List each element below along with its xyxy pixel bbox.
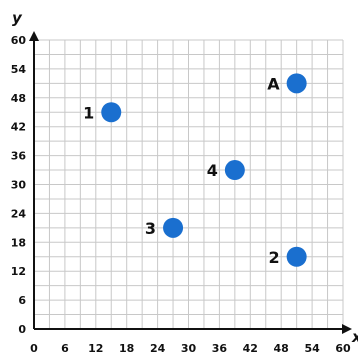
y-tick-label: 42 bbox=[11, 121, 26, 134]
x-tick-label: 0 bbox=[30, 342, 38, 355]
x-tick-label: 48 bbox=[274, 342, 289, 355]
y-tick-label: 18 bbox=[11, 236, 26, 249]
point-label: 4 bbox=[207, 161, 218, 180]
data-points: A 1 4 3 2 bbox=[83, 73, 307, 267]
data-point bbox=[286, 246, 307, 267]
y-tick-label: 60 bbox=[11, 34, 27, 47]
y-tick-label: 6 bbox=[18, 294, 26, 307]
y-tick-label: 24 bbox=[11, 207, 27, 220]
x-tick-label: 36 bbox=[212, 342, 228, 355]
y-tick-label: 12 bbox=[11, 265, 26, 278]
y-axis-title: y bbox=[12, 9, 23, 27]
y-tick-label: 54 bbox=[11, 63, 27, 76]
x-tick-label: 54 bbox=[304, 342, 320, 355]
data-point bbox=[286, 73, 307, 94]
point-label: 3 bbox=[145, 219, 156, 238]
y-tick-label: 36 bbox=[11, 150, 27, 163]
x-tick-label: 18 bbox=[119, 342, 134, 355]
data-point bbox=[163, 217, 184, 238]
point-label: 2 bbox=[269, 248, 280, 267]
x-tick-label: 30 bbox=[181, 342, 197, 355]
axes: y x bbox=[12, 9, 358, 346]
x-axis-title: x bbox=[351, 328, 358, 346]
y-tick-label: 0 bbox=[18, 323, 26, 336]
data-point bbox=[101, 102, 122, 123]
y-tick-label: 30 bbox=[11, 179, 27, 192]
x-axis-arrow bbox=[342, 324, 352, 334]
x-tick-label: 12 bbox=[88, 342, 103, 355]
point-label: 1 bbox=[83, 103, 94, 122]
x-tick-label: 24 bbox=[150, 342, 166, 355]
x-tick-label: 60 bbox=[335, 342, 351, 355]
point-label: A bbox=[267, 74, 280, 93]
y-tick-label: 48 bbox=[11, 92, 26, 105]
data-point bbox=[224, 160, 245, 181]
x-tick-label: 6 bbox=[61, 342, 69, 355]
x-tick-label: 42 bbox=[243, 342, 258, 355]
grid bbox=[34, 39, 344, 329]
y-axis-arrow bbox=[29, 31, 39, 41]
